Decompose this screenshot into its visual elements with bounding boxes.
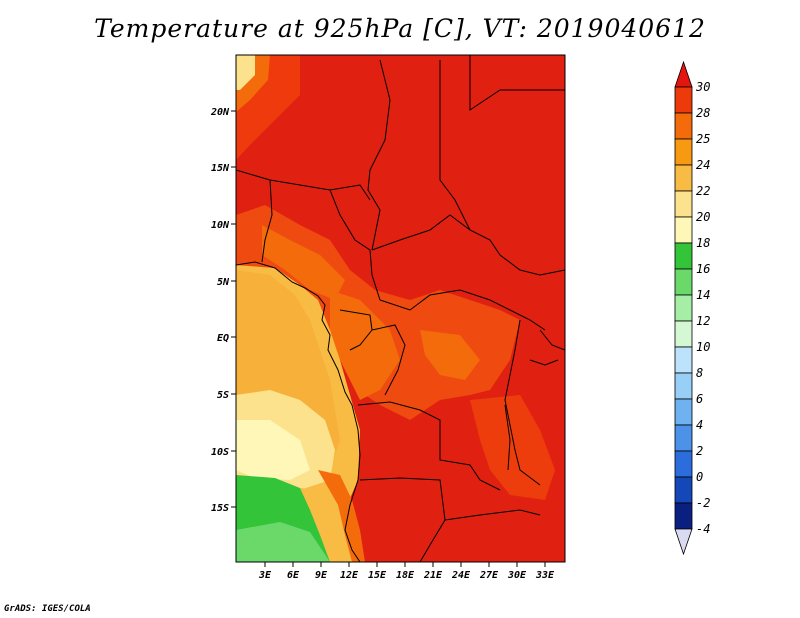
colorbar-swatch [674, 476, 693, 504]
colorbar-swatch [674, 268, 693, 296]
lon-label: 21E [423, 570, 443, 581]
field-coast-22 [300, 488, 355, 562]
colorbar-swatch [674, 164, 693, 192]
map-title: Temperature at 925hPa [C], VT: 201904061… [94, 14, 706, 43]
colorbar-label: 10 [696, 340, 710, 354]
border-zambia-south [444, 509, 541, 521]
lon-label: 6E [287, 570, 300, 581]
colorbar-swatch [674, 242, 693, 270]
colorbar-label: -2 [696, 496, 710, 510]
field-basin-25 [420, 330, 480, 380]
lat-label: 15N [211, 163, 230, 174]
lat-label: 5S [217, 390, 229, 401]
colorbar-swatch [674, 320, 693, 348]
lon-label: 30E [507, 570, 527, 581]
field-nw-20 [236, 55, 255, 90]
grads-credit: GrADS: IGES/COLA [4, 604, 91, 614]
colorbar-swatch [674, 86, 693, 114]
colorbar-label: 20 [696, 210, 710, 224]
lat-label: 20N [210, 107, 230, 118]
lat-label: 10N [211, 220, 230, 231]
colorbar-label: 28 [696, 106, 710, 120]
field-rift-28 [470, 395, 555, 500]
lon-label: 33E [535, 570, 555, 581]
colorbar-swatch [674, 424, 693, 452]
colorbar-label: 8 [696, 366, 703, 380]
colorbar-label: 25 [696, 132, 710, 146]
colorbar-swatch [674, 216, 693, 244]
colorbar-swatch [674, 502, 693, 530]
colorbar-swatch [674, 112, 693, 140]
lat-label: 10S [211, 447, 229, 458]
colorbar-label: 18 [696, 236, 710, 250]
colorbar-label: 2 [696, 444, 703, 458]
border-sudan [439, 60, 471, 231]
lon-label: 18E [396, 570, 415, 581]
colorbar-label: 12 [696, 314, 710, 328]
lon-label: 12E [340, 570, 359, 581]
colorbar-swatch [674, 190, 693, 218]
country-borders [236, 55, 565, 562]
lat-label: 5N [217, 277, 230, 288]
colorbar-label: 0 [696, 470, 703, 484]
border-congo [371, 324, 406, 396]
colorbar-swatch [674, 294, 693, 322]
colorbar-swatch [674, 346, 693, 374]
field-coast-25 [318, 470, 365, 562]
border-car [371, 214, 565, 276]
border-drc-east [504, 319, 541, 486]
colorbar-label: 16 [696, 262, 710, 276]
temperature-field [236, 55, 565, 562]
border-nigeria-west [261, 179, 273, 263]
colorbar-label: -4 [696, 522, 710, 536]
border-chad [367, 59, 391, 251]
lon-label: 3E [258, 570, 272, 581]
colorbar-label: 24 [696, 158, 710, 172]
colorbar-swatch [674, 450, 693, 478]
lon-label: 9E [315, 570, 328, 581]
field-gulf-25 [262, 225, 345, 300]
colorbar-label: 30 [695, 80, 710, 94]
atlantic-coastline [236, 261, 361, 562]
field-south-14 [236, 522, 330, 562]
lon-axis: 3E 6E 9E 12E 15E 18E 21E 24E 27E 30E 33E [258, 562, 555, 581]
lon-label: 27E [479, 570, 499, 581]
border-angola-drc [357, 401, 501, 491]
lake-tanganyika [504, 404, 511, 471]
lat-label: EQ [217, 333, 229, 344]
colorbar-label: 6 [696, 392, 703, 406]
border-sahel [236, 169, 371, 201]
field-gabon-25 [330, 290, 400, 400]
colorbar-swatch [674, 398, 693, 426]
border-egypt [469, 55, 565, 111]
border-angola-namibia [359, 477, 446, 562]
field-atlantic-18 [236, 420, 310, 480]
lat-axis: 20N 15N 10N 5N EQ 5S 10S 15S [210, 107, 236, 514]
colorbar-swatch [674, 372, 693, 400]
colorbar-label: 14 [696, 288, 710, 302]
colorbar-label: 4 [696, 418, 703, 432]
lake-victoria [529, 359, 559, 366]
colorbar-swatch [674, 138, 693, 166]
colorbar-label: 22 [696, 184, 710, 198]
colorbar-bottom-arrow [674, 528, 693, 556]
border-drc-north [379, 289, 546, 331]
lat-label: 15S [211, 503, 229, 514]
lon-label: 15E [368, 570, 387, 581]
border-kenya [539, 329, 565, 351]
colorbar-top-arrow [674, 60, 693, 88]
lon-label: 24E [451, 570, 471, 581]
border-nigeria-cameroon [329, 189, 381, 301]
map-frame [235, 54, 566, 563]
